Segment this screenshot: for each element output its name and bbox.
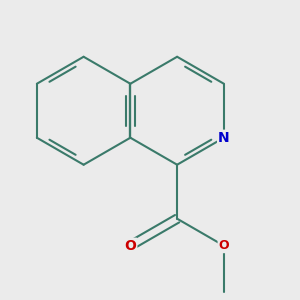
Text: O: O [219, 239, 229, 252]
Text: O: O [124, 239, 136, 253]
Text: N: N [218, 131, 230, 145]
